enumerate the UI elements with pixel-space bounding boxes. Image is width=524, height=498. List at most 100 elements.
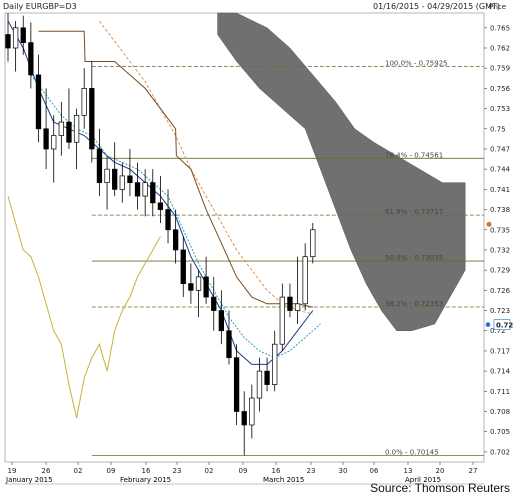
current-price-label: 0.72 [496,322,513,330]
candle-body [279,296,285,345]
y-tick-label: 0.708 [490,408,510,416]
plot-border [4,12,485,463]
y-tick-label: 0.726 [490,287,511,295]
candle-body [96,148,103,183]
x-tick-label: 26 [42,467,51,475]
ichimoku-cloud [217,12,466,331]
line-ma-brown [38,30,313,308]
candle-body [142,182,148,197]
current-price-dot [485,322,491,327]
fibonacci-levels: 100.0% - 0.75925 76.4% - 0.74561 61.8% - 0… [91,60,484,457]
candle-body [165,209,171,231]
y-tick-label: 0.702 [490,448,510,456]
y-tick-label: 0.729 [490,267,510,275]
candle-body [89,88,95,150]
candle-body [112,168,118,190]
chart-title: Daily EURGBP=D3 [3,2,77,11]
month-label: March 2015 [263,476,304,484]
candle-body [20,27,26,43]
y-tick-label: 0.747 [490,145,510,153]
x-tick-label: 27 [469,467,478,475]
x-tick-label: 02 [74,467,83,475]
x-tick-label: 19 [8,467,17,475]
candle-body [287,296,293,311]
candle-body [35,74,42,130]
cloud-area [217,12,466,331]
candle-body [256,370,263,399]
candle-body [233,357,240,412]
x-tick-label: 16 [272,467,281,475]
candle-body [150,182,156,204]
fib-label: 61.8% - 0.73717 [385,208,443,216]
candle-body [51,135,57,150]
source-note: Source: Thomson Reuters [370,481,510,495]
candle-body [249,397,255,426]
fib-label: 100.0% - 0.75925 [385,60,448,68]
fib-label: 0.0% - 0.70145 [385,449,439,457]
month-label: April 2015 [405,476,441,484]
candle-body [218,310,225,332]
y-tick-label: 0.753 [490,105,510,113]
y-tick-label: 0.723 [490,307,510,315]
candle-body [272,343,278,385]
candle-body [43,128,49,150]
x-tick-label: 09 [107,467,116,475]
price-markers: 0.72 [485,221,513,330]
candle-body [195,276,202,291]
x-tick-label: 06 [370,467,379,475]
line-ma-orange [99,20,313,315]
candle-body [294,303,301,311]
candle-body [188,283,194,291]
y-axis-label: Price [489,3,506,11]
x-tick-label: 30 [339,467,348,475]
candle-body [226,330,232,359]
candle-body [119,175,125,190]
y-tick-label: 0.738 [490,206,510,214]
current-price-box [493,319,511,330]
candle-body [180,249,186,284]
y-tick-label: 0.711 [490,388,510,396]
y-tick-label: 0.72 [490,327,506,335]
candle-body [58,121,64,136]
x-tick-label: 23 [173,467,182,475]
y-tick-label: 0.714 [490,368,511,376]
y-tick-label: 0.735 [490,226,510,234]
candle-body [12,27,19,49]
last-price-dot [486,221,492,227]
candle-body [172,229,179,251]
x-tick-label: 09 [239,467,248,475]
y-tick-label: 0.75 [490,125,506,133]
x-tick-label: 02 [205,467,214,475]
candle-body [203,276,209,298]
candle-body [81,88,87,116]
candle-body [104,168,110,183]
x-tick-label: 20 [436,467,445,475]
plot-frame [4,12,485,485]
candle-body [73,114,80,143]
line-lagging [7,195,161,419]
y-tick-label: 0.765 [490,24,510,32]
fib-label: 50.0% - 0.73035 [385,254,443,262]
candle-body [5,34,11,49]
y-tick-label: 0.717 [490,347,510,355]
candle-body [302,256,308,305]
y-tick-label: 0.732 [490,246,510,254]
candle-body [211,296,217,311]
y-tick-label: 0.705 [490,428,510,436]
fib-label: 76.4% - 0.74561 [385,151,443,159]
candle-body [127,175,133,183]
y-tick-label: 0.744 [490,166,511,174]
fib-label: 38.2% - 0.72353 [385,300,443,308]
month-label: January 2015 [5,476,53,484]
candle-body [157,202,164,210]
x-tick-label: 23 [307,467,316,475]
candle-body [241,411,247,426]
candle-body [28,42,34,76]
candlesticks [5,13,316,456]
candle-body [134,182,141,197]
candle-body [310,229,316,258]
y-tick-label: 0.756 [490,85,511,93]
y-axis: Price 0.765 0.762 0.759 0.756 0.753 0.75 0.747 0… [484,3,511,456]
candle-body [66,121,72,143]
month-label: February 2015 [120,476,171,484]
